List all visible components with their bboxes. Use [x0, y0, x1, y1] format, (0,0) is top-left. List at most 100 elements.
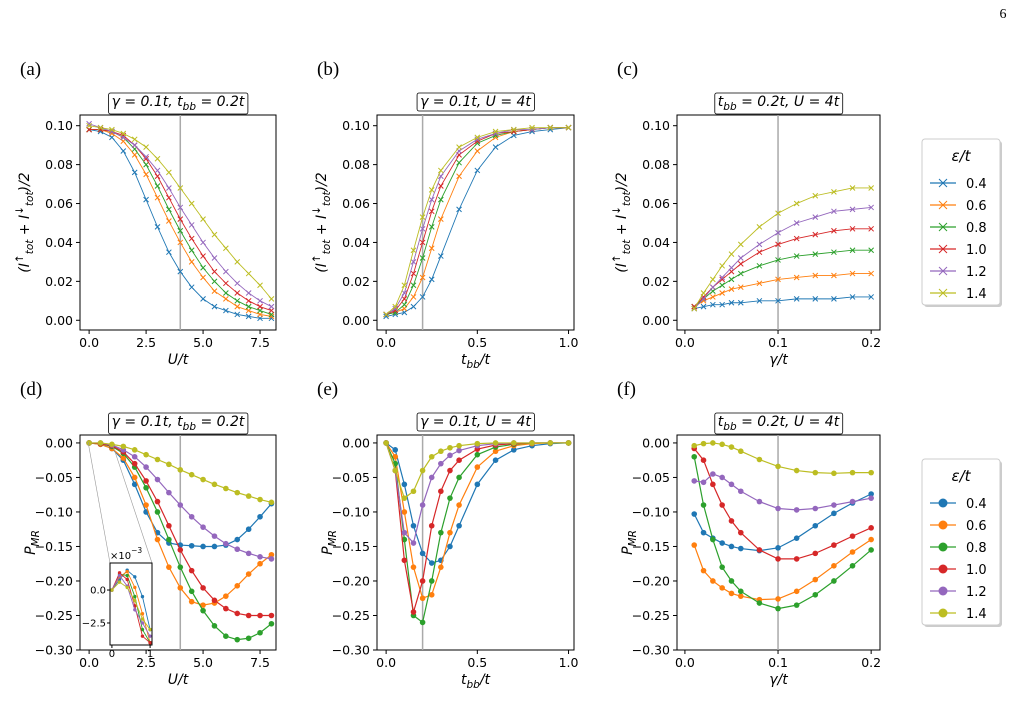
y-tick-label: 0.00 — [342, 313, 370, 328]
marker — [143, 502, 149, 508]
marker — [737, 545, 744, 552]
marker — [268, 303, 275, 310]
marker — [410, 259, 417, 265]
chart-title: tbb = 0.2t, U = 4t — [718, 94, 840, 113]
marker — [234, 311, 241, 318]
marker — [737, 241, 744, 248]
marker — [109, 126, 115, 133]
y-tick-label: −0.30 — [35, 643, 73, 658]
marker — [234, 280, 241, 287]
y-tick-label: −0.05 — [632, 470, 670, 485]
marker — [728, 481, 735, 488]
marker — [793, 235, 800, 242]
marker — [166, 185, 172, 191]
marker — [133, 575, 137, 579]
marker — [831, 578, 837, 584]
marker — [775, 229, 781, 236]
marker — [245, 313, 252, 320]
marker — [456, 502, 462, 508]
marker — [868, 525, 874, 531]
marker — [492, 457, 499, 463]
marker — [234, 636, 241, 643]
marker — [177, 585, 184, 591]
inset-background — [110, 563, 152, 645]
marker — [392, 303, 399, 310]
panel-label: (e) — [317, 379, 338, 400]
marker — [177, 216, 184, 222]
marker — [188, 200, 195, 207]
marker — [401, 290, 408, 296]
marker — [793, 602, 800, 608]
marker — [709, 301, 716, 308]
marker — [154, 167, 161, 174]
marker — [700, 303, 707, 310]
marker — [154, 476, 161, 483]
page-number: 6 — [1000, 7, 1007, 22]
marker — [257, 513, 263, 520]
marker — [737, 593, 744, 599]
marker — [456, 447, 462, 454]
marker — [410, 564, 417, 570]
marker — [474, 451, 481, 458]
marker — [492, 128, 499, 135]
marker — [547, 440, 554, 446]
marker — [401, 481, 408, 488]
series-line — [385, 127, 569, 315]
y-tick-label: −0.05 — [332, 470, 370, 485]
marker — [428, 591, 435, 598]
series-line — [694, 442, 872, 474]
marker — [245, 270, 252, 277]
y-tick-label: −0.10 — [632, 504, 670, 519]
inset-plot — [110, 568, 152, 645]
legend-label: 1.4 — [966, 287, 987, 302]
marker — [728, 578, 735, 584]
marker — [143, 478, 149, 484]
marker — [211, 481, 218, 488]
marker — [710, 440, 716, 446]
marker — [188, 247, 195, 254]
marker — [97, 124, 104, 131]
y-tick-label: 0.04 — [45, 235, 73, 250]
marker — [120, 443, 127, 450]
y-tick-label: 0.00 — [642, 435, 670, 450]
marker — [474, 440, 481, 447]
marker — [868, 491, 874, 497]
marker — [211, 623, 218, 629]
marker — [188, 235, 195, 242]
marker — [492, 440, 499, 446]
marker — [234, 290, 241, 296]
marker — [211, 303, 218, 310]
marker — [737, 270, 744, 277]
marker — [177, 239, 184, 246]
marker — [200, 216, 206, 222]
marker — [793, 296, 800, 302]
marker — [154, 498, 161, 505]
marker — [188, 259, 195, 265]
marker — [447, 495, 453, 501]
x-tick-label: 5.0 — [193, 335, 213, 350]
legend-title: ε/t — [951, 147, 971, 165]
marker — [474, 481, 481, 488]
marker — [511, 440, 517, 446]
y-axis-label: PMR — [620, 530, 639, 555]
title-box — [714, 412, 844, 435]
series-line — [386, 127, 569, 315]
marker — [709, 294, 716, 300]
marker — [474, 148, 481, 154]
marker — [719, 274, 726, 281]
marker — [728, 251, 735, 257]
marker — [419, 274, 426, 281]
chart-title: γ = 0.1t, U = 4t — [420, 94, 531, 110]
marker — [166, 564, 172, 570]
marker — [97, 440, 104, 446]
y-tick-label: −0.25 — [332, 608, 370, 623]
marker — [257, 560, 263, 567]
marker — [154, 155, 161, 162]
marker — [401, 495, 408, 501]
zoom-line — [112, 445, 153, 564]
marker — [245, 571, 252, 577]
marker — [410, 247, 417, 254]
legend-label: 1.2 — [966, 585, 987, 600]
marker — [775, 596, 781, 602]
marker — [177, 502, 184, 508]
